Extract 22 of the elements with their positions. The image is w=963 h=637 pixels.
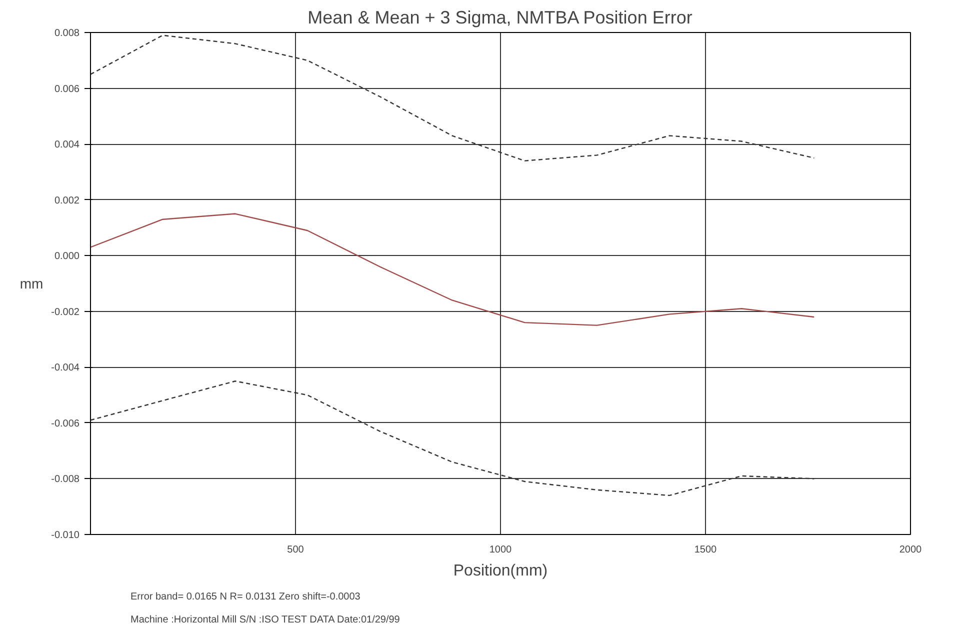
y-tick-label: 0.000 (54, 251, 80, 262)
y-tick-label: -0.010 (51, 530, 80, 541)
line-series (90, 34, 815, 162)
x-axis-title: Position(mm) (453, 562, 548, 580)
y-tick-label: 0.008 (54, 28, 80, 39)
line-series (90, 213, 815, 326)
text: Error band= 0.0165 N R= 0.0131 Zero shift=-0.0003 (130, 592, 361, 602)
x-tick-label: 2000 (899, 544, 922, 556)
y-tick-label: -0.008 (51, 474, 80, 486)
y-tick-label: 0.006 (54, 84, 80, 95)
y-axis-title: mm (20, 276, 44, 292)
y-tick-label: -0.002 (51, 306, 80, 318)
text: Machine :Horizontal Mill S/N :ISO TEST DATA Date:01/29/99 (130, 614, 400, 626)
x-tick-label: 1000 (489, 544, 512, 556)
y-tick-label: -0.006 (51, 418, 80, 430)
y-tick-label: 0.004 (54, 140, 80, 151)
y-tick-label: 0.002 (54, 195, 80, 206)
chart-title: Mean & Mean + 3 Sigma, NMTBA Position Error (308, 8, 692, 28)
line-series (90, 380, 815, 496)
x-tick-label: 1500 (694, 544, 718, 556)
y-tick-label: -0.004 (51, 362, 80, 374)
x-tick-label: 500 (287, 544, 304, 556)
